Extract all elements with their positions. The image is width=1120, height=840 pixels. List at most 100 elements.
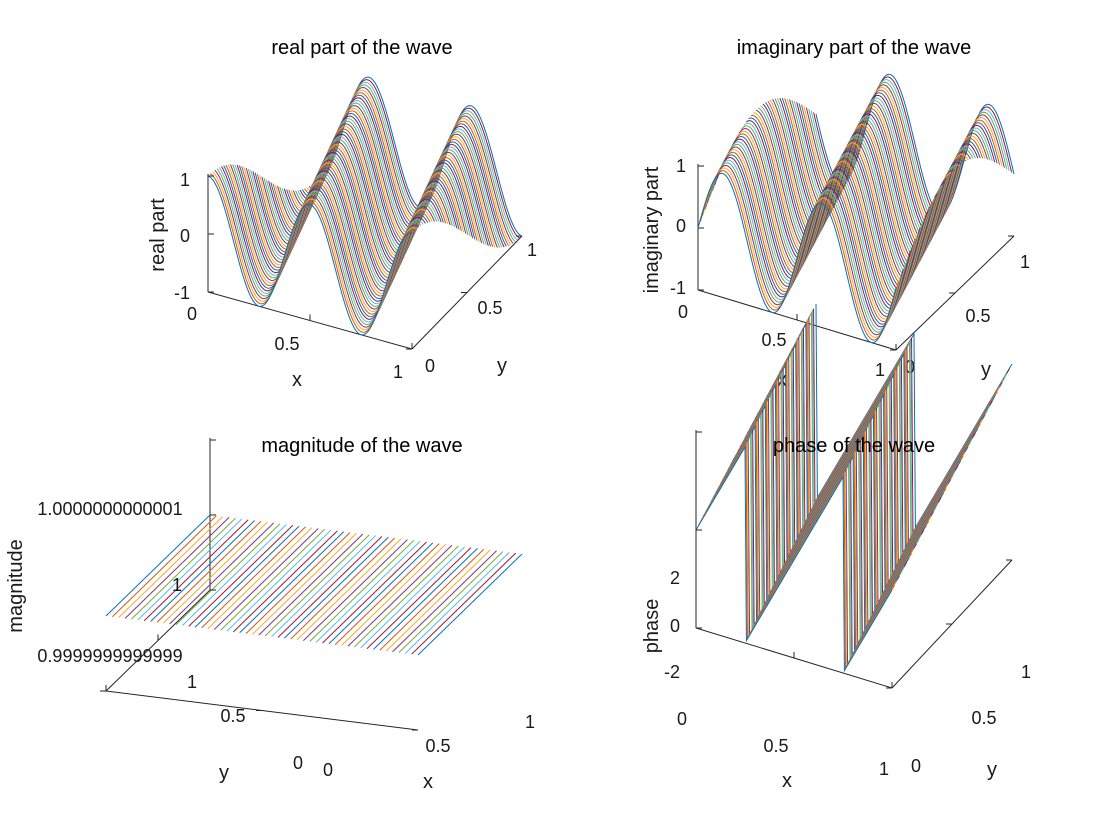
mesh-line bbox=[760, 105, 959, 275]
y-tick-label: 1 bbox=[187, 672, 197, 692]
z-axis-label: phase bbox=[641, 599, 663, 654]
mesh-line bbox=[341, 544, 446, 646]
mesh-line bbox=[716, 151, 916, 323]
y-tick-label: 0.5 bbox=[477, 298, 502, 318]
y-axis-label: y bbox=[987, 759, 997, 781]
z-axis-label: imaginary part bbox=[641, 166, 663, 293]
surface-mesh bbox=[207, 76, 523, 336]
mesh-line bbox=[309, 540, 415, 642]
mesh-line bbox=[328, 542, 434, 645]
chart-title: imaginary part of the wave bbox=[737, 37, 972, 59]
mesh-line bbox=[714, 154, 914, 325]
mesh-line bbox=[695, 445, 893, 673]
mesh-line bbox=[264, 534, 370, 637]
chart-title: phase of the wave bbox=[773, 435, 935, 457]
mesh-line bbox=[774, 98, 974, 259]
x-axis-label: x bbox=[423, 771, 433, 793]
x-tick-label: 0.5 bbox=[425, 736, 450, 756]
mesh-line bbox=[271, 535, 376, 638]
mesh-line bbox=[800, 320, 998, 548]
x-tick-label: 1 bbox=[393, 362, 403, 382]
y-axis-label: y bbox=[219, 762, 229, 784]
mesh-line bbox=[334, 543, 440, 645]
mesh-line bbox=[697, 172, 897, 344]
chart-title: magnitude of the wave bbox=[261, 435, 462, 457]
y-tick-label: 0 bbox=[293, 753, 303, 773]
mesh-line bbox=[207, 175, 413, 336]
z-tick-label: -1 bbox=[670, 278, 686, 298]
mesh-line bbox=[303, 539, 408, 641]
mesh-line bbox=[150, 520, 255, 622]
y-axis-label: y bbox=[497, 355, 507, 377]
x-tick-label: 0.5 bbox=[761, 330, 786, 350]
surface-mesh bbox=[105, 514, 523, 656]
x-tick-label: 1 bbox=[879, 759, 889, 779]
mesh-line bbox=[417, 553, 523, 656]
mesh-line bbox=[404, 552, 510, 654]
chart-title: real part of the wave bbox=[271, 37, 452, 59]
mesh-line bbox=[233, 530, 338, 633]
x-tick-label: 0 bbox=[677, 709, 687, 729]
mesh-line bbox=[392, 550, 497, 653]
mesh-line bbox=[277, 536, 383, 638]
z-tick-label: 0 bbox=[670, 616, 680, 636]
mesh-line bbox=[757, 107, 957, 278]
mesh-line bbox=[699, 170, 899, 341]
mesh-line bbox=[772, 98, 972, 262]
x-axis-label: x bbox=[292, 369, 302, 391]
z-tick-label: 1 bbox=[172, 575, 182, 595]
mesh-line bbox=[201, 526, 306, 629]
x-tick-label: 0 bbox=[187, 304, 197, 324]
mesh-line bbox=[131, 517, 236, 620]
mesh-line bbox=[704, 164, 904, 336]
subplot-phase: phase of the wave 0 0.5 1 0 0.5 1 2 0 -2 x y phase bbox=[641, 303, 1031, 792]
mesh-line bbox=[707, 162, 907, 333]
mesh-line bbox=[353, 545, 459, 648]
mesh-line bbox=[347, 544, 453, 647]
mesh-line bbox=[207, 527, 313, 630]
mesh-line bbox=[143, 519, 249, 622]
mesh-line bbox=[385, 549, 491, 652]
mesh-line bbox=[765, 102, 964, 270]
x-tick-label: 1 bbox=[525, 712, 535, 732]
mesh-line bbox=[769, 99, 969, 265]
mesh-line bbox=[213, 528, 319, 630]
y-tick-label: 1 bbox=[1020, 252, 1030, 272]
mesh-line bbox=[156, 520, 262, 623]
y-tick-label: 0 bbox=[911, 756, 921, 776]
mesh-line bbox=[373, 548, 478, 650]
z-tick-label: 1 bbox=[180, 170, 190, 190]
mesh-line bbox=[709, 159, 909, 331]
mesh-line bbox=[175, 523, 281, 626]
mesh-line bbox=[226, 529, 332, 632]
mesh-line bbox=[118, 516, 224, 618]
z-tick-label: 1 bbox=[676, 156, 686, 176]
x-axis-label: x bbox=[782, 770, 792, 792]
z-tick-label: 0.9999999999999 bbox=[37, 646, 182, 666]
mesh-line bbox=[182, 524, 287, 626]
z-tick-label: -1 bbox=[174, 283, 190, 303]
mesh-line bbox=[245, 532, 351, 634]
mesh-line bbox=[194, 525, 300, 628]
mesh-line bbox=[808, 81, 1008, 223]
x-tick-label: 0 bbox=[678, 302, 688, 322]
subplot-mag: magnitude of the wave 0 0.5 1 0 0.5 1 1.0000000… bbox=[5, 435, 535, 793]
mesh-line bbox=[366, 547, 472, 649]
mesh-line bbox=[188, 524, 294, 627]
mesh-line bbox=[322, 541, 427, 644]
mesh-line bbox=[360, 546, 466, 649]
y-tick-label: 0.5 bbox=[971, 708, 996, 728]
z-tick-label: 2 bbox=[670, 568, 680, 588]
mesh-line bbox=[137, 518, 243, 621]
mesh-line bbox=[315, 540, 421, 643]
z-tick-label: 0 bbox=[180, 226, 190, 246]
mesh-line bbox=[296, 538, 402, 641]
z-tick-label: 1.0000000000001 bbox=[37, 499, 182, 519]
mesh-line bbox=[252, 532, 357, 635]
mesh-line bbox=[290, 537, 395, 640]
z-axis-label: magnitude bbox=[5, 539, 27, 632]
z-axis-label: real part bbox=[147, 198, 169, 272]
y-axis-label: y bbox=[981, 359, 991, 381]
